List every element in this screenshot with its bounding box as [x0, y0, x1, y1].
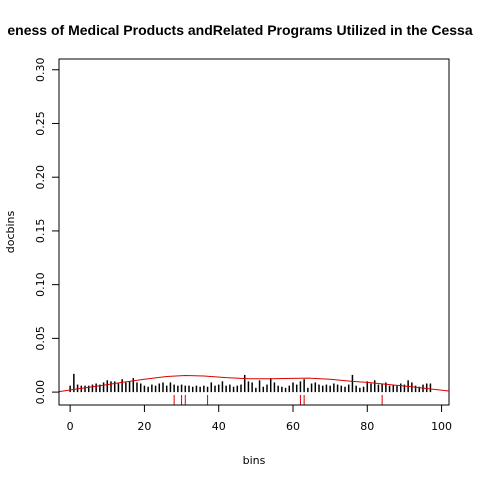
x-tick-label: 80 [360, 420, 374, 433]
density-curve [58, 374, 450, 393]
y-tick-label: 0.15 [34, 219, 47, 244]
rug-group [173, 395, 383, 405]
plot-frame [58, 58, 450, 406]
chart-title: eness of Medical Products andRelated Pro… [7, 22, 472, 38]
y-tick-label: 0.30 [34, 57, 47, 82]
x-tick-label: 60 [286, 420, 300, 433]
x-axis: 0 20 40 60 80 100 [67, 404, 452, 433]
x-axis-label: bins [243, 454, 266, 467]
y-axis-label: docbins [4, 210, 17, 253]
y-tick-label: 0.05 [34, 326, 47, 351]
y-tick-label: 0.20 [34, 165, 47, 190]
x-tick-label: 0 [67, 420, 74, 433]
x-tick-label: 100 [431, 420, 452, 433]
y-tick-label: 0.10 [34, 272, 47, 297]
y-tick-label: 0.25 [34, 111, 47, 136]
bars-group [69, 373, 432, 393]
y-axis: 0.00 0.05 0.10 0.15 0.20 0.25 0.30 [34, 57, 60, 405]
x-tick-label: 40 [212, 420, 226, 433]
x-tick-label: 20 [137, 420, 151, 433]
y-tick-label: 0.00 [34, 380, 47, 405]
